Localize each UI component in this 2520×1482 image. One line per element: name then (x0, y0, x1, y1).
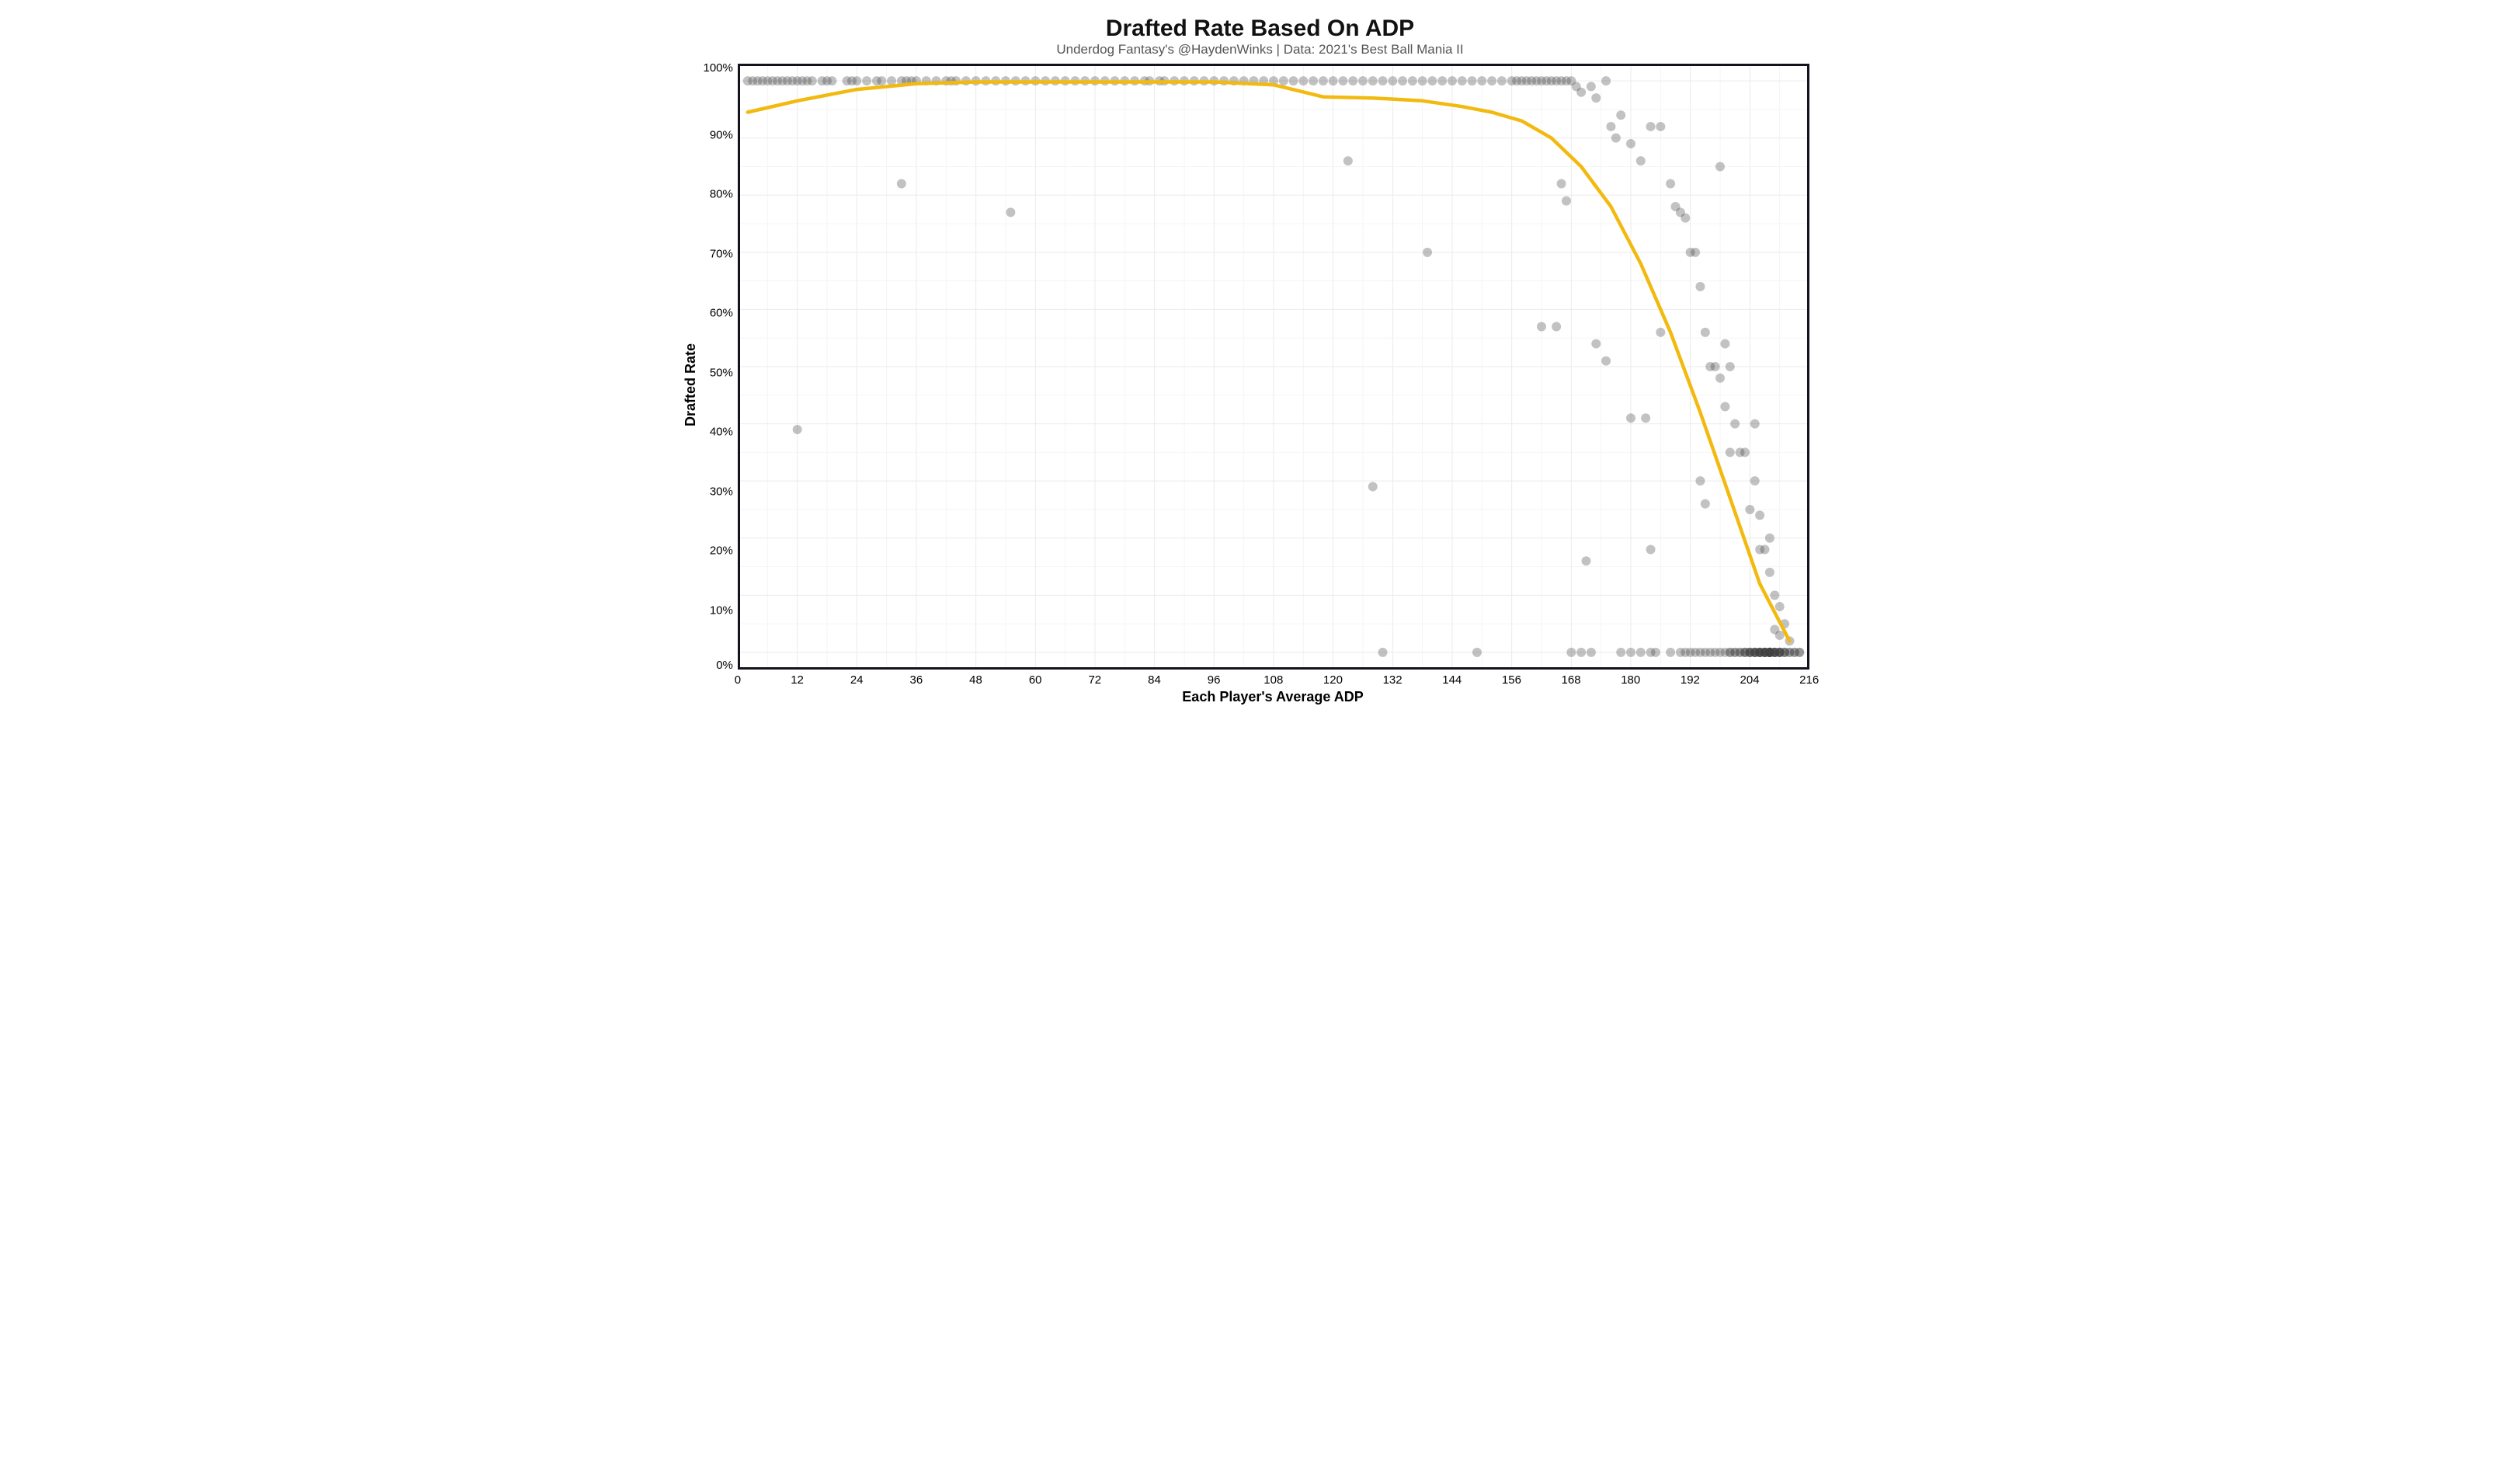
y-tick: 60% (704, 308, 733, 319)
y-tick: 10% (704, 604, 733, 616)
chart-subtitle: Underdog Fantasy's @HaydenWinks | Data: … (678, 42, 1843, 57)
y-tick: 20% (704, 545, 733, 557)
y-tick: 40% (704, 426, 733, 438)
y-tick: 70% (704, 248, 733, 259)
y-tick: 0% (704, 659, 733, 671)
y-tick: 90% (704, 129, 733, 141)
y-tick: 100% (704, 62, 733, 74)
plot-outer: Drafted Rate 100% 90% 80% 70% 60% 50% 40% 30% 20… (678, 64, 1843, 705)
x-axis-ticks: 0122436486072849610812013214415616818019… (738, 670, 1809, 686)
plot-area (738, 64, 1809, 670)
y-tick: 50% (704, 367, 733, 378)
y-tick: 80% (704, 189, 733, 200)
y-axis-ticks: 100% 90% 80% 70% 60% 50% 40% 30% 20% 10% 0% (704, 64, 738, 670)
y-axis-title: Drafted Rate (678, 64, 704, 705)
y-tick: 30% (704, 485, 733, 497)
chart-title: Drafted Rate Based On ADP (678, 16, 1843, 42)
x-axis-title: Each Player's Average ADP (704, 689, 1843, 705)
chart-container: Drafted Rate Based On ADP Underdog Fanta… (678, 16, 1843, 705)
